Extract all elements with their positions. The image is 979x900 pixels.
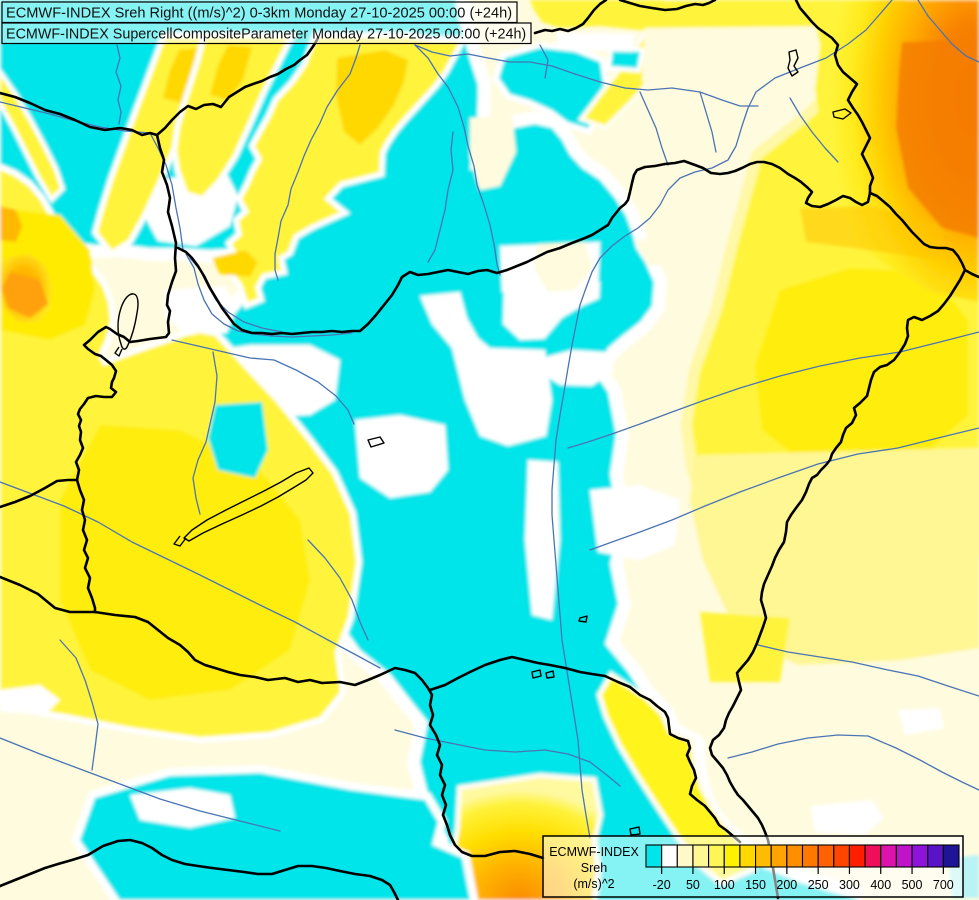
svg-text:ECMWF-INDEX SupercellComposite: ECMWF-INDEX SupercellCompositeParameter … — [6, 27, 526, 43]
svg-text:700: 700 — [933, 878, 954, 892]
svg-text:-20: -20 — [653, 878, 671, 892]
svg-text:300: 300 — [839, 878, 860, 892]
svg-text:250: 250 — [808, 878, 829, 892]
svg-text:ECMWF-INDEX Sreh Right ((m/s)^: ECMWF-INDEX Sreh Right ((m/s)^2) 0-3km M… — [6, 6, 512, 22]
svg-text:100: 100 — [714, 878, 735, 892]
svg-text:500: 500 — [902, 878, 923, 892]
svg-text:(m/s)^2: (m/s)^2 — [573, 877, 614, 891]
svg-text:50: 50 — [686, 878, 700, 892]
svg-text:400: 400 — [870, 878, 891, 892]
svg-text:200: 200 — [776, 878, 797, 892]
svg-text:ECMWF-INDEX: ECMWF-INDEX — [549, 845, 639, 859]
svg-text:150: 150 — [745, 878, 766, 892]
svg-text:Sreh: Sreh — [581, 861, 607, 875]
